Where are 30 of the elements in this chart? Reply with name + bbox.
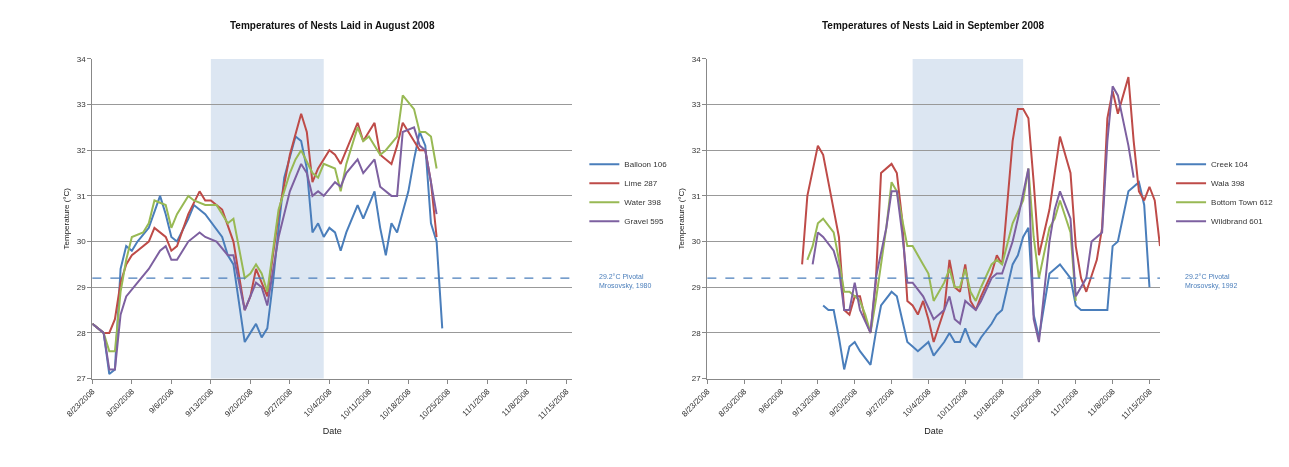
- x-axis-title: Date: [924, 425, 944, 436]
- legend-label: Gravel 595: [624, 217, 665, 227]
- y-tick-label: 27: [691, 374, 702, 384]
- legend-label: Wildbrand 601: [1211, 217, 1264, 227]
- y-tick-label: 29: [76, 283, 87, 293]
- legend-label: Lime 287: [624, 179, 658, 189]
- y-tick-label: 27: [76, 374, 87, 384]
- x-axis-title: Date: [322, 425, 342, 436]
- y-tick-label: 33: [76, 100, 87, 110]
- legend-label: Bottom Town 612: [1211, 198, 1274, 208]
- y-tick-label: 34: [691, 54, 702, 64]
- y-tick-label: 29: [691, 283, 702, 293]
- y-tick-label: 31: [76, 191, 87, 201]
- y-tick-label: 33: [691, 100, 702, 110]
- y-axis-title: Temperature (°C): [61, 187, 71, 250]
- y-tick-label: 30: [76, 237, 87, 247]
- legend-label: Creek 104: [1211, 160, 1249, 170]
- chart-title: Temperatures of Nests Laid in August 2008: [230, 20, 435, 31]
- chart-title: Temperatures of Nests Laid in September 2008: [822, 20, 1045, 31]
- legend-label: Balloon 106: [624, 160, 668, 170]
- y-tick-label: 32: [76, 146, 87, 156]
- y-tick-label: 28: [691, 328, 702, 338]
- y-tick-label: 31: [691, 191, 702, 201]
- y-tick-label: 30: [691, 237, 702, 247]
- y-tick-label: 34: [76, 54, 87, 64]
- legend-label: Water 398: [624, 198, 662, 208]
- y-axis-title: Temperature (°C): [676, 187, 686, 250]
- y-tick-label: 28: [76, 328, 87, 338]
- y-tick-label: 32: [691, 146, 702, 156]
- legend-label: Wala 398: [1211, 179, 1246, 189]
